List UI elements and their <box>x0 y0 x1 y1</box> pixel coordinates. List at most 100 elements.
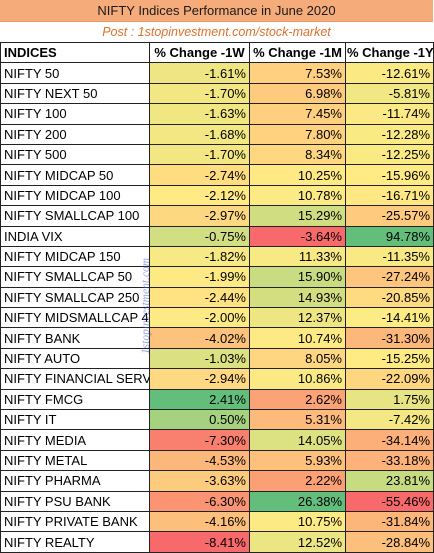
change-y1-cell: -27.24% <box>345 266 434 288</box>
table-body: NIFTY 50 -1.61% 7.53% -12.61% NIFTY NEXT 50-… <box>0 62 434 553</box>
change-y1-cell: -28.84% <box>345 531 434 553</box>
change-w1-cell: -7.30% <box>149 429 250 451</box>
table-row: NIFTY MIDCAP 150 -1.82% 11.33% -11.35% <box>0 245 434 268</box>
change-m1-cell: 5.31% <box>249 409 346 431</box>
change-y1-cell: -14.41% <box>345 307 434 329</box>
table-row: NIFTY MIDSMALLCAP 400 -2.00% 12.37% -14.41% <box>0 307 434 329</box>
change-y1-cell: -55.46% <box>345 490 434 512</box>
index-name: NIFTY FMCG <box>0 388 150 411</box>
table-row: NIFTY MIDCAP 50 -2.74% 10.25% -15.96% <box>0 164 434 186</box>
change-w1-cell: -2.00% <box>149 307 250 329</box>
change-m1-cell: 7.53% <box>249 62 346 84</box>
change-w1-cell: 2.41% <box>149 388 250 411</box>
index-name: NIFTY PRIVATE BANK <box>0 510 150 533</box>
change-m1-cell: 10.78% <box>249 184 346 207</box>
change-w1-cell: -4.02% <box>149 327 250 349</box>
change-w1-cell: -3.63% <box>149 470 250 492</box>
change-y1-cell: -34.14% <box>345 429 434 451</box>
table-row: NIFTY MIDCAP 100 -2.12% 10.78% -16.71% <box>0 184 434 207</box>
table-row: NIFTY 100 -1.63% 7.45% -11.74% <box>0 103 434 125</box>
change-y1-cell: 23.81% <box>345 470 434 492</box>
change-m1-cell: 11.33% <box>249 245 346 268</box>
change-y1-cell: -12.61% <box>345 62 434 84</box>
table-row: NIFTY FINANCIAL SERVICES-2.94%10.86%-22.… <box>0 368 434 390</box>
change-w1-cell: -1.70% <box>149 143 250 166</box>
change-m1-cell: 14.05% <box>249 429 346 451</box>
change-m1-cell: 2.62% <box>249 388 346 411</box>
change-m1-cell: 10.75% <box>249 510 346 533</box>
change-m1-cell: 12.37% <box>249 307 346 329</box>
table-row: NIFTY SMALLCAP 50 -1.99% 15.90% -27.24% <box>0 266 434 288</box>
change-m1-cell: 2.22% <box>249 470 346 492</box>
change-y1-cell: -7.42% <box>345 409 434 431</box>
change-m1-cell: 14.93% <box>249 286 346 309</box>
change-w1-cell: -4.53% <box>149 449 250 472</box>
index-name: NIFTY MIDCAP 50 <box>0 164 150 186</box>
index-name: NIFTY SMALLCAP 250 <box>0 286 150 309</box>
change-m1-cell: 15.29% <box>249 205 346 227</box>
index-name: NIFTY 50 <box>0 62 150 84</box>
change-w1-cell: -6.30% <box>149 490 250 512</box>
change-w1-cell: -1.61% <box>149 62 250 84</box>
change-y1-cell: -12.25% <box>345 143 434 166</box>
table-row: NIFTY SMALLCAP 250 -2.44% 14.93% -20.85% <box>0 286 434 309</box>
table-row: NIFTY SMALLCAP 100 -2.97% 15.29% -25.57% <box>0 205 434 227</box>
change-y1-cell: -16.71% <box>345 184 434 207</box>
change-m1-cell: -3.64% <box>249 225 346 247</box>
index-name: NIFTY SMALLCAP 50 <box>0 266 150 288</box>
post-subtitle: Post : 1stopinvestment.com/stock-market <box>102 25 331 39</box>
change-y1-cell: -25.57% <box>345 205 434 227</box>
change-m1-cell: 15.90% <box>249 266 346 288</box>
performance-table: INDICES % Change -1W % Change -1M % Chan… <box>0 41 434 553</box>
index-name: INDIA VIX <box>0 225 150 247</box>
index-name: NIFTY IT <box>0 409 150 431</box>
change-y1-cell: -31.30% <box>345 327 434 349</box>
change-y1-cell: -15.25% <box>345 347 434 370</box>
change-w1-cell: -2.44% <box>149 286 250 309</box>
change-y1-cell: -12.28% <box>345 123 434 145</box>
change-y1-cell: -31.84% <box>345 510 434 533</box>
index-name: NIFTY MIDCAP 100 <box>0 184 150 207</box>
table-row: NIFTY PSU BANK -6.30% 26.38% -55.46% <box>0 490 434 512</box>
index-name: NIFTY PSU BANK <box>0 490 150 512</box>
table-row: NIFTY IT 0.50% 5.31% -7.42% <box>0 409 434 431</box>
change-w1-cell: -1.03% <box>149 347 250 370</box>
change-y1-cell: -20.85% <box>345 286 434 309</box>
index-name: NIFTY FINANCIAL SERVICES <box>0 368 150 390</box>
index-name: NIFTY 500 <box>0 143 150 166</box>
header-row: INDICES % Change -1W % Change -1M % Chan… <box>0 41 434 64</box>
table-row: NIFTY 50 -1.61% 7.53% -12.61% <box>0 62 434 84</box>
table-row: NIFTY REALTY -8.41% 12.52% -28.84% <box>0 531 434 553</box>
change-w1-cell: 0.50% <box>149 409 250 431</box>
change-m1-cell: 8.05% <box>249 347 346 370</box>
index-name: NIFTY SMALLCAP 100 <box>0 205 150 227</box>
change-y1-cell: -22.09% <box>345 368 434 390</box>
index-name: NIFTY MIDCAP 150 <box>0 245 150 268</box>
change-y1-cell: 1.75% <box>345 388 434 411</box>
change-m1-cell: 10.86% <box>249 368 346 390</box>
change-y1-cell: -5.81% <box>345 82 434 105</box>
change-w1-cell: -1.70% <box>149 82 250 105</box>
table-row: INDIA VIX -0.75% -3.64% 94.78% <box>0 225 434 247</box>
change-w1-cell: -1.63% <box>149 103 250 125</box>
change-y1-cell: -11.35% <box>345 245 434 268</box>
table-row: NIFTY NEXT 50 -1.70% 6.98% -5.81% <box>0 82 434 105</box>
table-row: NIFTY PRIVATE BANK -4.16% 10.75% -31.84% <box>0 510 434 533</box>
table-row: NIFTY MEDIA -7.30% 14.05% -34.14% <box>0 429 434 451</box>
index-name: NIFTY NEXT 50 <box>0 82 150 105</box>
index-name: NIFTY AUTO <box>0 347 150 370</box>
table-row: NIFTY PHARMA -3.63% 2.22% 23.81% <box>0 470 434 492</box>
change-m1-cell: 10.74% <box>249 327 346 349</box>
change-m1-cell: 7.45% <box>249 103 346 125</box>
table-row: NIFTY BANK -4.02% 10.74% -31.30% <box>0 327 434 349</box>
change-w1-cell: -0.75% <box>149 225 250 247</box>
header-change-1w: % Change -1W <box>149 41 250 64</box>
table-row: NIFTY METAL -4.53% 5.93% -33.18% <box>0 449 434 472</box>
index-name: NIFTY MEDIA <box>0 429 150 451</box>
change-y1-cell: -15.96% <box>345 164 434 186</box>
table-row: NIFTY 200 -1.68% 7.80% -12.28% <box>0 123 434 145</box>
header-change-1y: % Change -1Y <box>345 41 434 64</box>
table-row: NIFTY AUTO -1.03% 8.05% -15.25% <box>0 347 434 370</box>
index-name: NIFTY BANK <box>0 327 150 349</box>
